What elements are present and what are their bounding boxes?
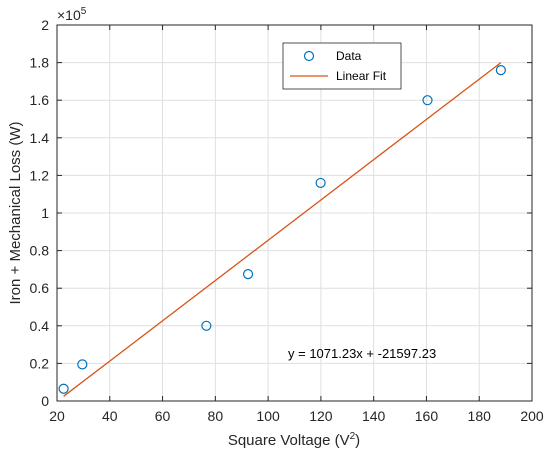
x-axis-title: Square Voltage (V2): [228, 431, 360, 449]
legend: Data Linear Fit: [282, 42, 402, 90]
x-tick-label: 140: [362, 408, 386, 424]
y-tick-label: 1: [41, 205, 49, 221]
y-ticks: 0 0.2 0.4 0.6 0.8 1 1.2 1.4 1.6 1.8 2: [30, 17, 532, 409]
data-point: [58, 383, 69, 394]
x-tick-label: 120: [309, 408, 333, 424]
x-ticks: 20 40 60 80 100 120 140 160 180 200: [49, 25, 544, 424]
data-points: [58, 65, 506, 394]
data-point: [315, 177, 326, 189]
y-tick-label: 1.2: [30, 167, 50, 183]
y-tick-label: 0.6: [30, 280, 50, 296]
y-axis-title: Iron + Mechanical Loss (W): [7, 122, 24, 305]
y-tick-label: 0.4: [30, 318, 50, 334]
legend-box: [282, 42, 402, 90]
y-exponent: ×105: [57, 6, 87, 23]
x-tick-label: 40: [102, 408, 118, 424]
x-tick-label: 100: [256, 408, 280, 424]
fit-line: [63, 62, 502, 397]
y-tick-label: 2: [41, 17, 49, 33]
x-tick-label: 160: [415, 408, 439, 424]
y-tick-label: 0: [41, 393, 49, 409]
fit-equation: y = 1071.23x + -21597.23: [288, 346, 436, 361]
legend-label-fit: Linear Fit: [336, 69, 387, 83]
x-tick-label: 80: [208, 408, 224, 424]
y-tick-label: 0.8: [30, 243, 50, 259]
x-tick-label: 200: [520, 408, 544, 424]
x-tick-label: 60: [155, 408, 171, 424]
data-point: [201, 320, 212, 331]
data-point: [242, 269, 254, 280]
y-tick-label: 1.4: [30, 130, 50, 146]
legend-label-data: Data: [336, 49, 362, 63]
legend-marker-data: [303, 50, 315, 62]
fit-line-group: [63, 62, 502, 397]
x-tick-label: 20: [49, 408, 65, 424]
y-tick-label: 1.8: [30, 55, 50, 71]
data-point: [422, 95, 433, 106]
grid: [57, 25, 532, 401]
data-point: [495, 65, 506, 76]
data-point: [77, 359, 88, 370]
y-tick-label: 1.6: [30, 92, 50, 108]
plot-frame: [56, 24, 533, 402]
x-tick-label: 180: [468, 408, 492, 424]
y-tick-label: 0.2: [30, 355, 50, 371]
